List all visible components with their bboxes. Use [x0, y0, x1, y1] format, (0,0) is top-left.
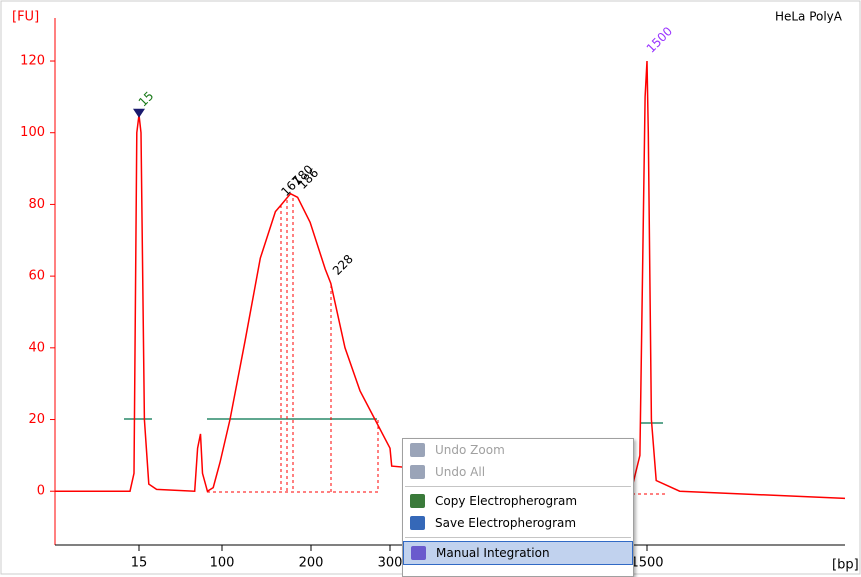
menu-label: Undo All	[435, 465, 486, 479]
x-tick-label: 100	[210, 556, 235, 571]
menu-icon	[410, 516, 425, 530]
menu-item[interactable]: Manual Integration	[403, 541, 633, 565]
menu-label: Copy Electropherogram	[435, 494, 578, 508]
y-tick-label: 100	[20, 125, 45, 140]
x-tick-label: 200	[299, 556, 324, 571]
chart-title: HeLa PolyA	[775, 10, 843, 24]
menu-label: Undo Zoom	[435, 443, 505, 457]
trace	[55, 60, 846, 500]
x-tick-label: 300	[378, 556, 403, 571]
menu-item[interactable]: Copy Electropherogram	[403, 490, 633, 512]
separator	[405, 486, 631, 487]
menu-item: Undo Zoom	[403, 439, 633, 461]
context-menu: Undo Zoom Undo All Copy Electropherogram Sa…	[402, 438, 634, 577]
x-axis-label: [bp]	[832, 558, 859, 573]
menu-icon	[410, 443, 425, 457]
menu-item: Undo All	[403, 461, 633, 483]
menu-label: Save Electropherogram	[435, 516, 577, 530]
integration-lines	[124, 198, 665, 495]
menu-item[interactable]: Save Electropherogram	[403, 512, 633, 534]
y-tick-label: 80	[28, 197, 45, 212]
y-tick-label: 60	[28, 269, 45, 284]
separator	[405, 537, 631, 538]
x-tick-label: 1500	[630, 556, 663, 571]
x-tick-label: 15	[131, 556, 148, 571]
y-axis-label: [FU]	[12, 10, 39, 25]
y-tick-label: 20	[28, 412, 45, 427]
menu-icon	[410, 465, 425, 479]
y-tick-label: 0	[37, 484, 45, 499]
y-tick-label: 40	[28, 340, 45, 355]
menu-icon	[411, 546, 426, 560]
peak-marker	[133, 108, 145, 118]
menu-icon	[410, 494, 425, 508]
menu-label: Manual Integration	[436, 546, 550, 560]
y-tick-label: 120	[20, 54, 45, 69]
